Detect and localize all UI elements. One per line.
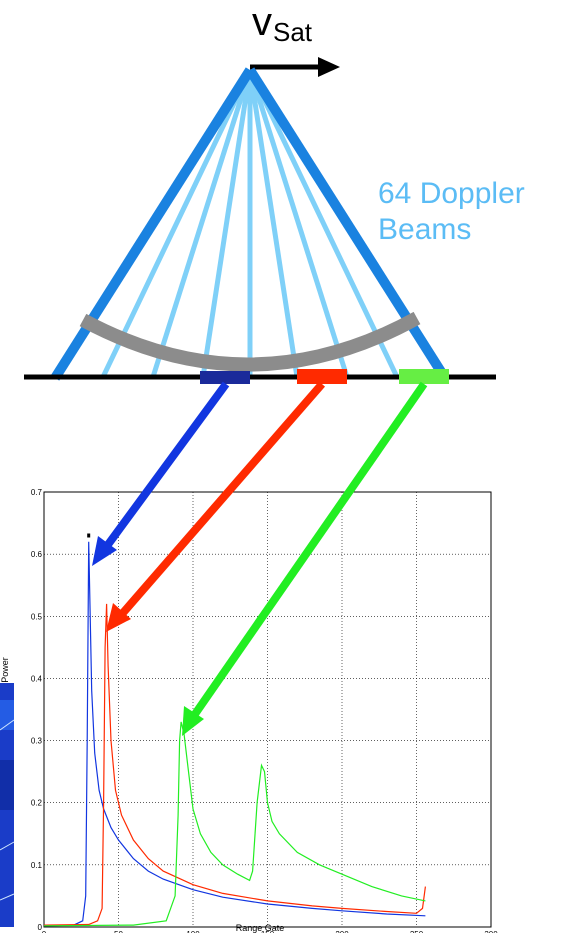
red-arrowhead — [106, 603, 131, 632]
red-pointer-arrow — [118, 381, 326, 617]
velocity-label: vSat — [252, 2, 312, 45]
y-tick-label: 0.7 — [31, 488, 43, 497]
y-tick-label: 0.4 — [31, 674, 43, 683]
y-tick-label: 0 — [38, 923, 43, 932]
inner-beams — [100, 68, 400, 379]
y-tick-label: 0.6 — [31, 550, 43, 559]
beams-label-line2: Beams — [378, 213, 472, 246]
blue-arrowhead — [92, 536, 117, 566]
x-tick-label: 100 — [186, 930, 200, 933]
blue-waveform — [43, 541, 426, 927]
green-pointer-arrow — [189, 381, 428, 720]
plot-series — [43, 533, 426, 927]
footprint-arc — [79, 311, 421, 372]
power-plot: 0 50 100 150 200 250 300 0 0.1 0.2 0.3 0.4 0.5 0.6 0.7… — [0, 488, 498, 933]
y-axis-label: Power — [0, 657, 10, 683]
velocity-symbol: v — [252, 0, 272, 44]
y-tick-label: 0.5 — [31, 612, 43, 621]
x-axis-label: Range Gate — [236, 923, 285, 933]
plot-ticks: 0 50 100 150 200 250 300 0 0.1 0.2 0.3 0.4 0.5 0.6 0.7 — [31, 488, 498, 933]
velocity-arrow — [250, 57, 340, 77]
green-footprint — [399, 369, 449, 384]
red-waveform — [43, 603, 426, 926]
velocity-subscript: Sat — [273, 17, 313, 47]
y-tick-label: 0.2 — [31, 799, 43, 808]
red-footprint — [297, 369, 347, 384]
blue-pointer-arrow — [103, 381, 230, 549]
y-tick-label: 0.3 — [31, 737, 43, 746]
peak-marker — [87, 533, 91, 538]
blue-footprint — [200, 371, 250, 384]
x-tick-label: 250 — [410, 930, 424, 933]
y-tick-label: 0.1 — [31, 861, 43, 870]
plot-grid — [44, 492, 491, 927]
partial-image-strip — [0, 683, 15, 927]
x-tick-label: 300 — [484, 930, 498, 933]
beams-label-line1: 64 Doppler — [378, 177, 525, 210]
pointer-arrows — [92, 381, 428, 736]
x-tick-label: 200 — [335, 930, 349, 933]
x-tick-label: 150 — [261, 930, 275, 933]
beams-label: 64 Doppler Beams — [378, 176, 525, 248]
x-tick-label: 0 — [42, 930, 47, 933]
green-waveform — [43, 721, 426, 927]
x-tick-label: 50 — [114, 930, 123, 933]
green-arrowhead — [182, 706, 204, 736]
